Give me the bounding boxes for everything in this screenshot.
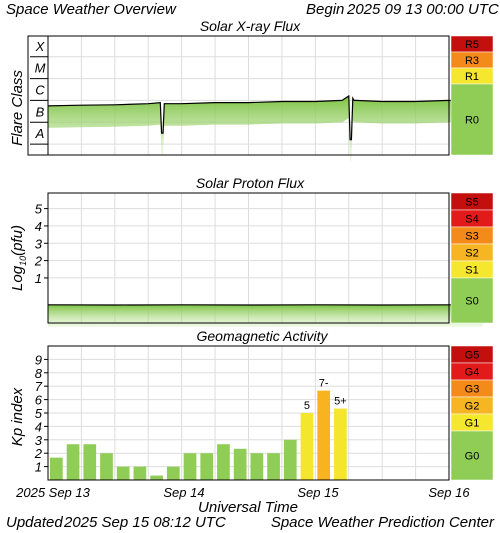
kp-bar — [300, 413, 314, 480]
proton-y-axis-label: Log10(pfu) — [9, 225, 28, 291]
proton-y-label-log: Log — [9, 265, 26, 291]
x-axis-label: Universal Time — [198, 499, 298, 516]
geomag-y-axis-label: Kp index — [9, 387, 26, 446]
y-tick-label-9: 9 — [35, 352, 42, 367]
kp-bar — [100, 453, 113, 480]
proton-flux-panel: 1 2 3 4 5 S5 S4 S3 S2 S1 S0 — [34, 192, 494, 327]
header-title: Space Weather Overview — [6, 1, 177, 18]
flare-class-label-A: A — [35, 126, 45, 141]
y-tick-label-7: 7 — [35, 379, 43, 394]
footer-updated-label: Updated — [6, 514, 63, 531]
proton-y-label-unit: (pfu) — [9, 225, 26, 256]
kp-bar — [150, 475, 163, 480]
header-begin-time: 2025 09 13 00:00 UTC — [346, 1, 499, 18]
scale-level-S0 — [450, 277, 494, 324]
footer-updated-time: 2025 Sep 15 08:12 UTC — [63, 514, 226, 531]
y-tick-label-6: 6 — [35, 393, 43, 408]
scale-level-G0 — [450, 430, 494, 481]
geomag-panel-title: Geomagnetic Activity — [197, 328, 329, 344]
scale-label-R5: R5 — [465, 39, 479, 51]
plot-border — [47, 192, 450, 324]
plot-border — [47, 345, 450, 481]
kp-bar — [50, 457, 63, 480]
scale-label-G5: G5 — [465, 350, 480, 362]
proton-y-label-sub: 10 — [18, 256, 28, 266]
scale-label-S1: S1 — [465, 265, 478, 277]
scale-label-G0: G0 — [465, 451, 480, 463]
kp-bar — [133, 466, 147, 480]
scale-label-S4: S4 — [465, 214, 478, 226]
flare-class-label-B: B — [36, 104, 45, 119]
proton-panel-title: Solar Proton Flux — [196, 175, 305, 191]
scale-label-R3: R3 — [465, 55, 479, 67]
kp-bar — [267, 453, 280, 480]
kp-bar — [283, 439, 297, 480]
kp-bar-label: 7- — [319, 378, 329, 390]
x-tick-label-sep16: Sep 16 — [428, 485, 470, 500]
flare-class-label-X: X — [35, 39, 46, 54]
y-tick-label-1: 1 — [35, 460, 42, 475]
kp-bar — [116, 466, 130, 480]
kp-bar — [233, 448, 247, 480]
header-begin-label: Begin — [306, 1, 344, 18]
xray-y-axis-label: Flare Class — [9, 70, 26, 146]
kp-bar-label: 5+ — [334, 396, 347, 408]
category-column-frame — [27, 35, 49, 156]
scale-label-G4: G4 — [465, 367, 480, 379]
scale-level-R0 — [450, 83, 494, 156]
y-tick-label-3: 3 — [35, 236, 43, 251]
flare-class-label-M: M — [35, 61, 46, 76]
flux-series-line — [47, 94, 483, 141]
footer-source: Space Weather Prediction Center — [271, 514, 495, 531]
xray-panel-title: Solar X-ray Flux — [200, 18, 301, 34]
kp-bar — [200, 453, 214, 480]
scale-label-S2: S2 — [465, 248, 478, 260]
y-tick-label-3: 3 — [35, 433, 43, 448]
kp-bar — [166, 466, 180, 480]
x-tick-label-sep13: 2025 Sep 13 — [15, 485, 91, 500]
scale-label-S3: S3 — [465, 231, 478, 243]
y-tick-label-4: 4 — [35, 419, 42, 434]
y-tick-label-5: 5 — [35, 406, 43, 421]
y-tick-label-1: 1 — [35, 271, 42, 286]
y-tick-label-8: 8 — [35, 366, 43, 381]
y-tick-label-4: 4 — [35, 219, 42, 234]
kp-bar — [66, 444, 80, 480]
y-tick-label-5: 5 — [35, 202, 43, 217]
kp-bar — [217, 444, 230, 480]
scale-label-R1: R1 — [465, 71, 479, 83]
scale-label-G1: G1 — [465, 418, 480, 430]
y-tick-label-2: 2 — [34, 446, 43, 461]
flare-class-label-C: C — [35, 82, 45, 97]
kp-bar — [250, 453, 264, 480]
x-tick-label-sep14: Sep 14 — [163, 485, 204, 500]
kp-bar — [317, 390, 331, 480]
scale-label-S0: S0 — [465, 296, 478, 308]
x-tick-label-sep15: Sep 15 — [297, 485, 339, 500]
kp-bar — [183, 453, 197, 480]
scale-label-G2: G2 — [465, 401, 480, 413]
flux-area-fill — [48, 96, 483, 162]
y-tick-label-2: 2 — [34, 254, 43, 269]
kp-bar — [334, 408, 347, 480]
kp-bar-label: 5 — [304, 400, 310, 412]
scale-label-R0: R0 — [465, 115, 479, 127]
scale-label-G3: G3 — [465, 384, 480, 396]
kp-bar — [83, 444, 97, 480]
flux-area-fill — [48, 304, 483, 327]
scale-label-S5: S5 — [465, 197, 478, 209]
